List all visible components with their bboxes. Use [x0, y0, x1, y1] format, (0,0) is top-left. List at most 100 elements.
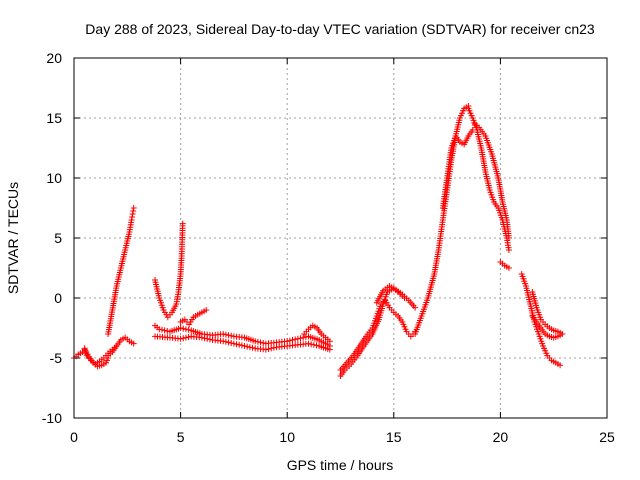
y-axis-label: SDTVAR / TECUs	[5, 182, 21, 294]
data-point	[182, 334, 189, 341]
data-point	[198, 334, 205, 341]
data-point	[244, 343, 251, 350]
series-track-2	[81, 346, 112, 370]
data-point	[179, 220, 186, 227]
y-tick-label: 15	[46, 110, 62, 126]
data-point	[130, 205, 137, 211]
series-track-13	[412, 103, 472, 337]
data-point	[129, 214, 136, 220]
series-track-5	[152, 220, 186, 321]
data-point	[559, 331, 566, 337]
y-tick-label: 10	[46, 170, 62, 186]
data-point	[180, 335, 187, 342]
data-point	[128, 217, 135, 223]
data-point	[308, 341, 315, 348]
data-point	[222, 338, 229, 345]
data-point	[130, 208, 137, 214]
data-point	[260, 340, 267, 346]
y-tick-label: 0	[54, 290, 62, 306]
series-track-14	[439, 127, 476, 211]
data-point	[225, 332, 232, 339]
x-tick-label: 20	[493, 429, 509, 445]
data-point	[180, 325, 187, 332]
y-tick-label: -5	[50, 350, 63, 366]
data-point	[185, 334, 192, 340]
data-point	[222, 331, 229, 338]
data-point	[177, 335, 184, 342]
x-tick-label: 25	[599, 429, 615, 445]
data-point	[326, 346, 333, 353]
x-tick-label: 0	[70, 429, 78, 445]
data-point	[233, 341, 240, 348]
data-point	[185, 326, 192, 333]
y-tick-label: 20	[46, 50, 62, 66]
data-point	[265, 346, 272, 352]
data-point	[313, 342, 320, 349]
data-point	[230, 340, 237, 347]
data-point	[557, 362, 564, 369]
data-point	[225, 339, 232, 346]
data-point	[505, 247, 512, 253]
series-track-4	[105, 334, 137, 359]
data-point	[241, 343, 248, 349]
data-point	[177, 325, 184, 331]
series-track-6	[152, 322, 333, 349]
series-track-17	[497, 259, 512, 271]
data-marks	[71, 103, 566, 379]
grid	[74, 58, 607, 418]
data-point	[238, 342, 245, 349]
x-tick-label: 5	[177, 429, 185, 445]
data-point	[252, 338, 259, 345]
data-point	[203, 307, 210, 313]
data-point	[254, 338, 261, 345]
y-axis-ticks: -10 -5 0 5 10 15 20	[42, 50, 607, 426]
series-track-7	[152, 333, 333, 353]
data-point	[182, 326, 189, 333]
series-track-8	[177, 307, 210, 328]
data-point	[228, 332, 235, 339]
data-point	[505, 235, 512, 241]
series-track-11	[337, 297, 419, 373]
data-point	[206, 336, 213, 343]
data-point	[246, 344, 253, 351]
data-point	[130, 340, 137, 347]
series-track-3	[105, 205, 137, 337]
data-point	[289, 337, 296, 343]
x-tick-label: 10	[279, 429, 295, 445]
data-point	[305, 340, 312, 347]
data-point	[412, 304, 419, 311]
data-point	[161, 327, 168, 334]
series-track-16	[471, 121, 512, 241]
data-point	[300, 334, 307, 341]
data-point	[294, 335, 301, 342]
series-track-15	[465, 105, 512, 253]
data-point	[204, 335, 211, 342]
chart-title: Day 288 of 2023, Sidereal Day-to-day VTE…	[85, 21, 595, 37]
x-tick-label: 15	[386, 429, 402, 445]
data-point	[129, 211, 136, 217]
data-point	[326, 338, 333, 345]
x-axis-ticks: 0 5 10 15 20 25	[70, 58, 615, 445]
data-point	[158, 326, 165, 333]
data-point	[292, 336, 299, 343]
data-point	[220, 338, 227, 345]
series-track-9	[301, 322, 333, 345]
data-point	[262, 346, 269, 353]
x-axis-label: GPS time / hours	[287, 457, 394, 473]
data-point	[286, 337, 293, 344]
data-point	[257, 339, 264, 346]
series-track-12	[373, 283, 419, 311]
data-point	[249, 344, 256, 351]
data-point	[228, 340, 235, 346]
data-point	[268, 345, 275, 352]
data-point	[201, 335, 208, 342]
data-point	[505, 265, 512, 271]
series-track-20	[529, 313, 566, 341]
y-tick-label: 5	[54, 230, 62, 246]
data-point	[270, 344, 277, 351]
y-tick-label: -10	[42, 410, 62, 426]
data-point	[297, 335, 304, 342]
data-point	[310, 341, 317, 348]
data-point	[236, 341, 243, 348]
